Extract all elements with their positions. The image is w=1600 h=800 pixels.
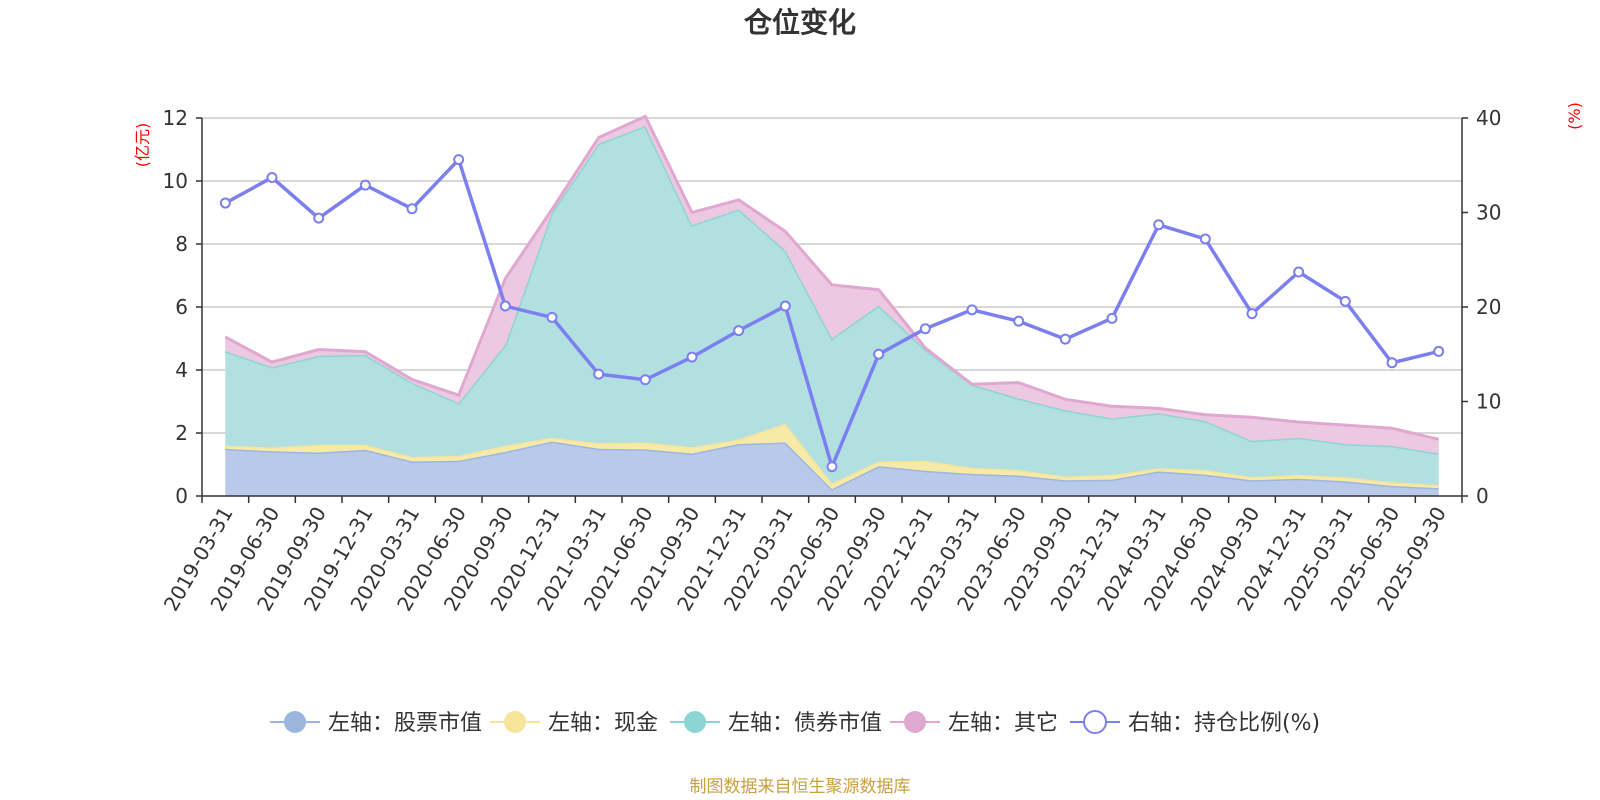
left-tick-label: 2 — [175, 421, 188, 445]
ratio-point — [1106, 312, 1118, 324]
legend-label: 左轴：债券市值 — [728, 711, 882, 736]
area-series-2 — [225, 125, 1439, 486]
position-ratio-line — [219, 154, 1445, 473]
ratio-point — [1386, 357, 1398, 369]
legend-label: 右轴：持仓比例(%) — [1128, 711, 1320, 736]
ratio-point — [359, 179, 371, 191]
left-tick-label: 12 — [163, 106, 188, 130]
legend-label: 左轴：股票市值 — [328, 711, 482, 736]
ratio-point — [546, 311, 558, 323]
chart-title: 仓位变化 — [744, 6, 856, 39]
area-series-0 — [225, 441, 1439, 496]
ratio-point — [313, 212, 325, 224]
right-axis-ticks: 0 10 20 30 40 — [1462, 106, 1501, 508]
ratio-point — [1433, 345, 1445, 357]
right-axis-unit: (%) — [1565, 102, 1584, 130]
left-tick-label: 10 — [163, 169, 188, 193]
legend-label: 左轴：其它 — [948, 711, 1058, 736]
area-series-edge-3 — [224, 114, 1440, 441]
ratio-point — [966, 304, 978, 316]
ratio-point — [1059, 333, 1071, 345]
ratio-point — [1246, 308, 1258, 320]
legend-marker — [284, 711, 306, 733]
ratio-point — [919, 323, 931, 335]
left-axis-ticks: 0 2 4 6 8 10 12 — [163, 106, 202, 508]
x-axis-ticks: 2019-03-312019-06-302019-09-302019-12-31… — [159, 496, 1463, 615]
data-source-note: 制图数据来自恒生聚源数据库 — [690, 777, 911, 797]
ratio-point — [1293, 266, 1305, 278]
left-axis-unit: (亿元) — [133, 123, 152, 168]
legend-item: 左轴：其它 — [890, 711, 1058, 736]
legend: 左轴：股票市值 左轴：现金 左轴：债券市值 左轴：其它 右轴：持仓比例(%) — [270, 710, 1320, 736]
legend-item: 右轴：持仓比例(%) — [1070, 710, 1320, 736]
ratio-point — [826, 461, 838, 473]
ratio-point — [1339, 295, 1351, 307]
ratio-point — [219, 197, 231, 209]
left-tick-label: 0 — [175, 484, 188, 508]
ratio-point — [733, 325, 745, 337]
legend-marker — [904, 711, 926, 733]
right-tick-label: 40 — [1476, 106, 1501, 130]
ratio-point — [873, 348, 885, 360]
ratio-point — [499, 300, 511, 312]
ratio-point — [266, 172, 278, 184]
ratio-point — [639, 374, 651, 386]
ratio-point — [686, 351, 698, 363]
legend-item: 左轴：债券市值 — [670, 711, 882, 736]
right-tick-label: 0 — [1476, 484, 1489, 508]
legend-label: 左轴：现金 — [548, 711, 658, 736]
legend-marker — [684, 711, 706, 733]
left-tick-label: 6 — [175, 295, 188, 319]
ratio-point — [453, 154, 465, 166]
ratio-point — [779, 300, 791, 312]
left-tick-label: 4 — [175, 358, 188, 382]
ratio-point — [406, 203, 418, 215]
legend-item: 左轴：股票市值 — [270, 711, 482, 736]
ratio-point — [1153, 219, 1165, 231]
ratio-point — [593, 368, 605, 380]
ratio-point — [1013, 315, 1025, 327]
right-tick-label: 10 — [1476, 390, 1501, 414]
right-tick-label: 20 — [1476, 295, 1501, 319]
legend-marker — [1083, 710, 1107, 734]
legend-item: 左轴：现金 — [490, 711, 658, 736]
stacked-areas — [224, 114, 1440, 496]
right-tick-label: 30 — [1476, 201, 1501, 225]
legend-marker — [504, 711, 526, 733]
ratio-point — [1199, 233, 1211, 245]
left-tick-label: 8 — [175, 232, 188, 256]
